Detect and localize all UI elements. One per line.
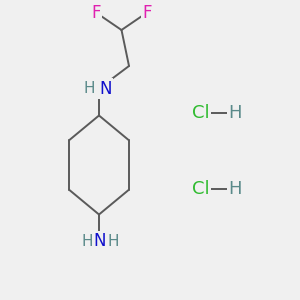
Text: H: H [108, 234, 119, 249]
Text: H: H [229, 180, 242, 198]
Text: N: N [99, 80, 112, 98]
Text: N: N [94, 232, 106, 250]
Text: F: F [91, 4, 101, 22]
Text: F: F [142, 4, 152, 22]
Text: H: H [229, 103, 242, 122]
Text: Cl: Cl [192, 103, 210, 122]
Text: H: H [81, 234, 93, 249]
Text: H: H [83, 81, 95, 96]
Text: Cl: Cl [192, 180, 210, 198]
